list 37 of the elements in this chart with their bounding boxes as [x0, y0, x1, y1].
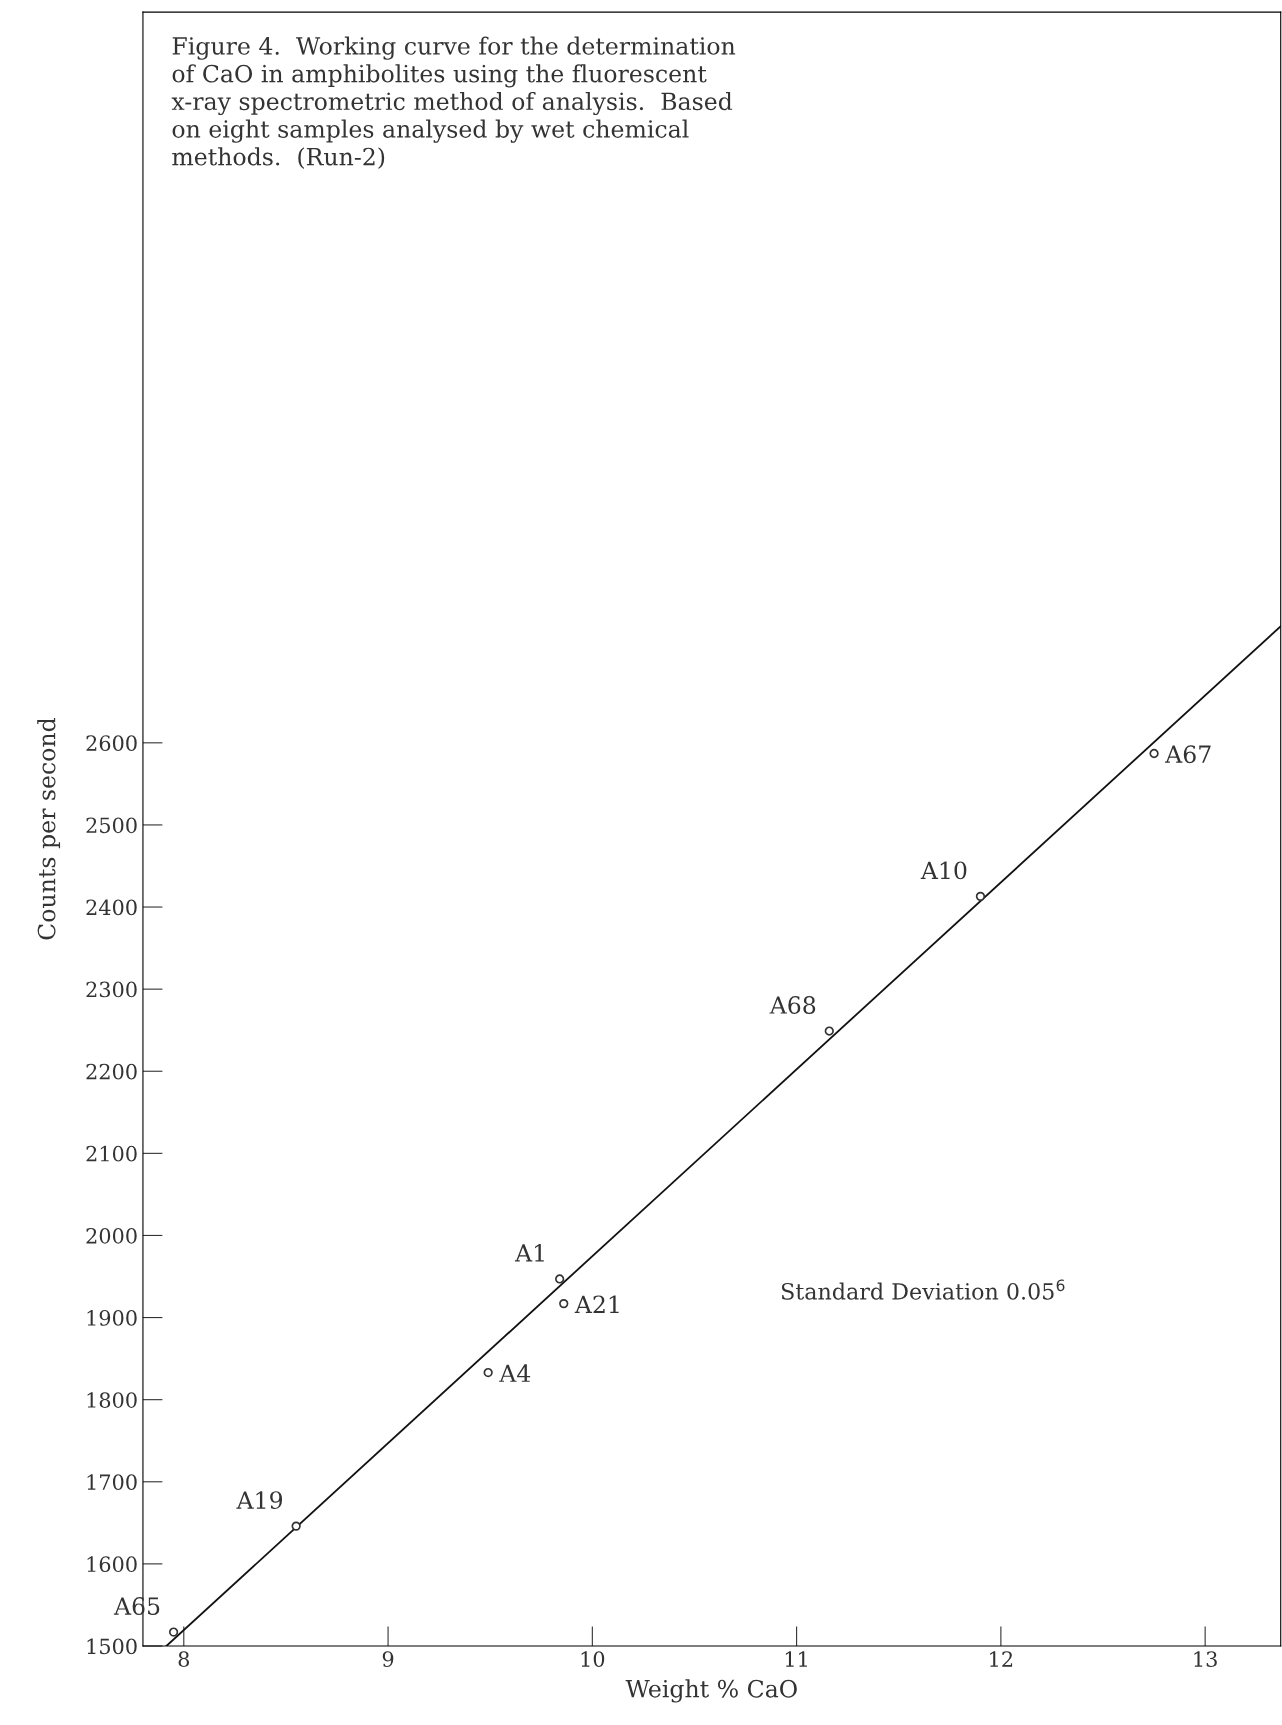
annotation: A10 [920, 861, 967, 880]
y-axis-title: Counts per second [37, 717, 61, 940]
y-tick-label: 2000 [86, 1227, 137, 1244]
annotation: A67 [1165, 745, 1211, 764]
y-tick-label: 1900 [87, 1310, 137, 1326]
y-tick-label: 1500 [87, 1638, 137, 1655]
x-axis-title: Weight % CaO [625, 1679, 797, 1703]
point [291, 1521, 301, 1531]
annotation: A68 [769, 996, 816, 1014]
annotation: A4 [499, 1364, 531, 1382]
point [559, 1298, 569, 1309]
x-tick-label: 13 [1194, 1651, 1217, 1667]
annotation: A1 [514, 1244, 544, 1262]
point [555, 1274, 565, 1284]
y-tick-label: 1800 [87, 1392, 137, 1408]
point [824, 1026, 834, 1036]
x-tick-label: 12 [990, 1651, 1013, 1667]
y-tick-label: 2200 [86, 1063, 137, 1080]
y-tick-label: 1600 [87, 1556, 137, 1573]
annotation: A19 [236, 1491, 283, 1510]
x-tick-label: 8 [178, 1651, 190, 1667]
y-tick-label: 2600 [86, 735, 137, 752]
x-tick-label: 9 [382, 1651, 394, 1667]
x-tick-label: 11 [785, 1651, 807, 1667]
y-tick-label: 2400 [86, 899, 137, 916]
annotation: Standard Deviation 0.05$^{6}$ [781, 1279, 1065, 1300]
point [483, 1367, 493, 1378]
annotation: A21 [574, 1295, 619, 1313]
y-tick-label: 1700 [87, 1474, 137, 1490]
point [975, 891, 986, 902]
point [1149, 748, 1159, 759]
x-tick-label: 10 [581, 1651, 605, 1667]
text: Figure 4. Working curve for the determination of CaO in amphibolites using the fluorescent x-ray spectrometric method of analysis. Based on eight samples analysed by wet chemical methods. (Run-2) [171, 36, 736, 169]
y-tick-label: 2500 [86, 817, 137, 834]
y-tick-label: 2100 [86, 1145, 137, 1162]
y-tick-label: 2300 [86, 981, 137, 998]
point [168, 1627, 179, 1637]
